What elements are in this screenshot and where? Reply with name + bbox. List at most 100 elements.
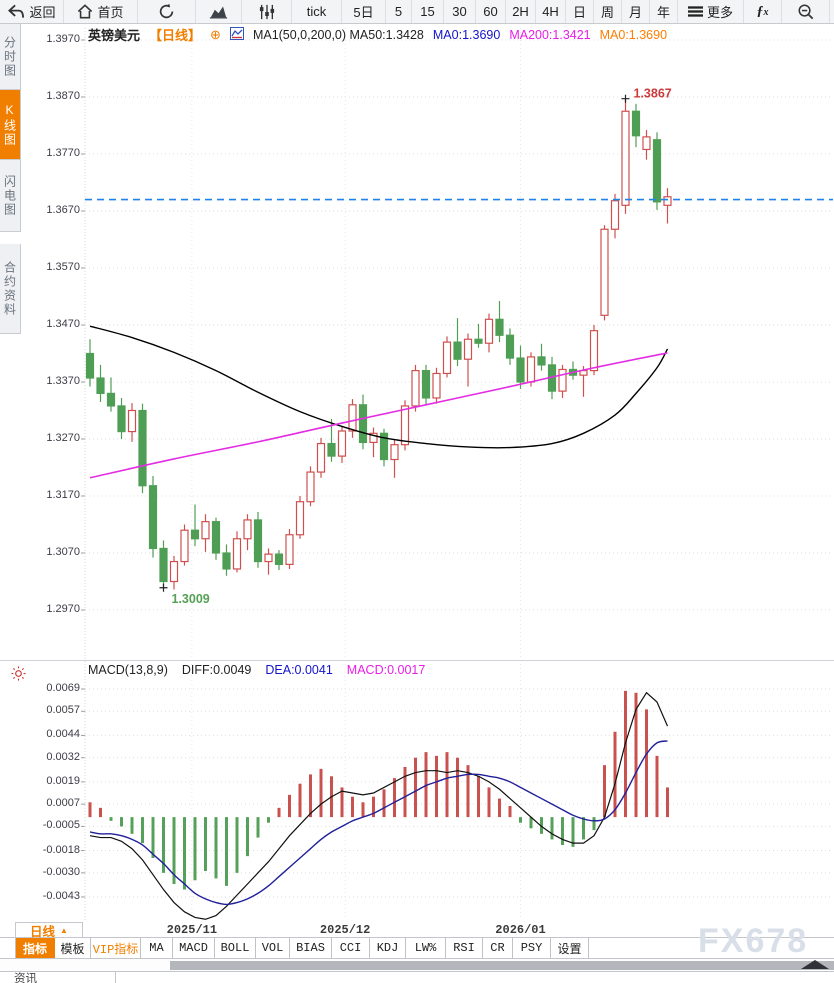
toolbar-button-2h[interactable]: 2H <box>506 0 536 23</box>
candle-body <box>159 547 168 583</box>
indicator-tab-模板[interactable]: 模板 <box>55 938 91 958</box>
toolbar-button-more[interactable]: 更多 <box>678 0 744 23</box>
indicator-tab-VIP指标[interactable]: VIP指标 <box>91 938 141 958</box>
chart-type-sidebar: 分时图 K线图 闪电图合约资料 <box>0 24 22 334</box>
ma0-blue-value: MA0:1.3690 <box>432 27 501 42</box>
candle-body <box>463 338 473 360</box>
toolbar-button-zoom-out[interactable] <box>782 0 830 23</box>
indicator-tab-CR[interactable]: CR <box>483 938 513 958</box>
indicator-tab-MA[interactable]: MA <box>141 938 173 958</box>
candle-body <box>442 341 452 375</box>
indicator-tab-BOLL[interactable]: BOLL <box>215 938 256 958</box>
candle-body <box>327 442 336 457</box>
candle-body <box>526 356 536 383</box>
candle-body <box>652 139 662 203</box>
candle-body <box>190 529 200 540</box>
circle-plus-icon[interactable]: ⊕ <box>210 26 221 42</box>
candle-body <box>85 352 95 379</box>
symbol-name: 英镑美元 <box>88 28 141 43</box>
toolbar-button-home[interactable]: 首页 <box>64 0 138 23</box>
toolbar-button-label: 年 <box>656 5 670 20</box>
sidebar-item-time-share[interactable]: 分时图 <box>0 24 21 90</box>
candle-body <box>148 485 158 550</box>
indicator-tab-LW%[interactable]: LW% <box>406 938 446 958</box>
price-axis-label: 1.3770 <box>46 147 80 159</box>
sidebar-item-contract-info[interactable]: 合约资料 <box>0 244 21 334</box>
brightness-settings-icon[interactable] <box>11 666 26 686</box>
candle-body <box>253 519 263 563</box>
toolbar-button-label: 30 <box>452 4 467 19</box>
toolbar-button-month[interactable]: 月 <box>622 0 650 23</box>
price-axis-label: 1.3370 <box>46 375 80 387</box>
price-axis-label: 1.3070 <box>46 546 80 558</box>
expand-arrow-icon[interactable] <box>0 959 834 971</box>
toolbar-button-5d[interactable]: 5日 <box>342 0 386 23</box>
candle-body <box>337 430 347 457</box>
toolbar-button-label: 15 <box>420 4 435 19</box>
candle-body <box>117 405 126 433</box>
toolbar-button-area-chart[interactable] <box>196 0 242 23</box>
indicator-tab-CCI[interactable]: CCI <box>332 938 370 958</box>
news-bar: 资讯 <box>0 971 834 983</box>
sidebar-item-lightning[interactable]: 闪电图 <box>0 160 21 232</box>
toolbar-button-60[interactable]: 60 <box>476 0 506 23</box>
toolbar-button-fx[interactable]: ƒx <box>744 0 782 23</box>
sidebar-item-kline[interactable]: K线图 <box>0 90 21 160</box>
candle-body <box>516 357 525 383</box>
indicator-tab-指标[interactable]: 指标 <box>15 938 55 958</box>
candle-body <box>106 392 116 407</box>
toolbar-button-5[interactable]: 5 <box>386 0 412 23</box>
candle-body <box>474 338 483 344</box>
candle-body <box>358 404 368 444</box>
indicator-tab-MACD[interactable]: MACD <box>173 938 215 958</box>
macd-axis-label: 0.0007 <box>46 797 80 810</box>
candle-body <box>211 521 221 554</box>
triangle-up-icon: ▲ <box>60 925 68 935</box>
toolbar-button-30[interactable]: 30 <box>444 0 476 23</box>
price-axis-label: 1.3170 <box>46 489 80 501</box>
toolbar-button-label: 周 <box>600 5 614 20</box>
macd-axis-label: -0.0030 <box>42 865 80 878</box>
indicator-tab-KDJ[interactable]: KDJ <box>370 938 406 958</box>
ma200-value: MA200:1.3421 <box>509 27 591 42</box>
news-tab[interactable]: 资讯 <box>0 972 116 983</box>
candle-body <box>379 432 389 461</box>
toolbar-button-4h[interactable]: 4H <box>536 0 566 23</box>
indicator-tab-BIAS[interactable]: BIAS <box>290 938 332 958</box>
toolbar-button-back[interactable]: 返回 <box>0 0 64 23</box>
toolbar-button-week[interactable]: 周 <box>594 0 622 23</box>
back-arrow-icon <box>7 4 25 19</box>
horizontal-scrollbar[interactable] <box>0 959 834 971</box>
period-selector[interactable]: 日线 ▲ <box>15 922 83 939</box>
toolbar-button-candle-settings[interactable] <box>242 0 292 23</box>
x-axis-month-label: 2026/01 <box>495 923 546 937</box>
candle-body <box>432 372 441 399</box>
toolbar-button-year[interactable]: 年 <box>650 0 678 23</box>
indicator-tab-RSI[interactable]: RSI <box>446 938 483 958</box>
price-axis-label: 1.3570 <box>46 261 80 273</box>
toolbar-button-label: 4H <box>542 4 559 19</box>
toolbar-button-label: 5 <box>394 4 403 19</box>
macd-header: MACD(13,8,9) DIFF:0.0049 DEA:0.0041 MACD… <box>88 663 425 677</box>
diff-value: DIFF:0.0049 <box>181 663 252 677</box>
price-axis-label: 1.3670 <box>46 204 80 216</box>
price-axis-label: 1.2970 <box>46 603 80 615</box>
macd-axis-label: 0.0044 <box>46 728 80 741</box>
home-icon <box>77 4 93 19</box>
indicator-tab-VOL[interactable]: VOL <box>256 938 290 958</box>
toolbar-button-refresh[interactable] <box>138 0 196 23</box>
candle-body <box>138 409 147 487</box>
candle-body <box>369 432 378 444</box>
indicator-tab-设置[interactable]: 设置 <box>551 938 589 958</box>
toolbar-button-15[interactable]: 15 <box>412 0 444 23</box>
ma-badge-icon[interactable] <box>229 26 244 43</box>
x-axis-row: 日线 ▲ 2025/11 2025/12 2026/01 <box>0 922 834 939</box>
price-axis-label: 1.3470 <box>46 318 80 330</box>
x-axis-month-label: 2025/12 <box>319 923 371 937</box>
high-annotation: 1.3867 <box>634 87 672 101</box>
indicator-tab-PSY[interactable]: PSY <box>513 938 551 958</box>
toolbar-button-tick[interactable]: tick <box>292 0 342 23</box>
scrollbar-thumb[interactable] <box>170 961 834 970</box>
toolbar-button-day[interactable]: 日 <box>566 0 594 23</box>
